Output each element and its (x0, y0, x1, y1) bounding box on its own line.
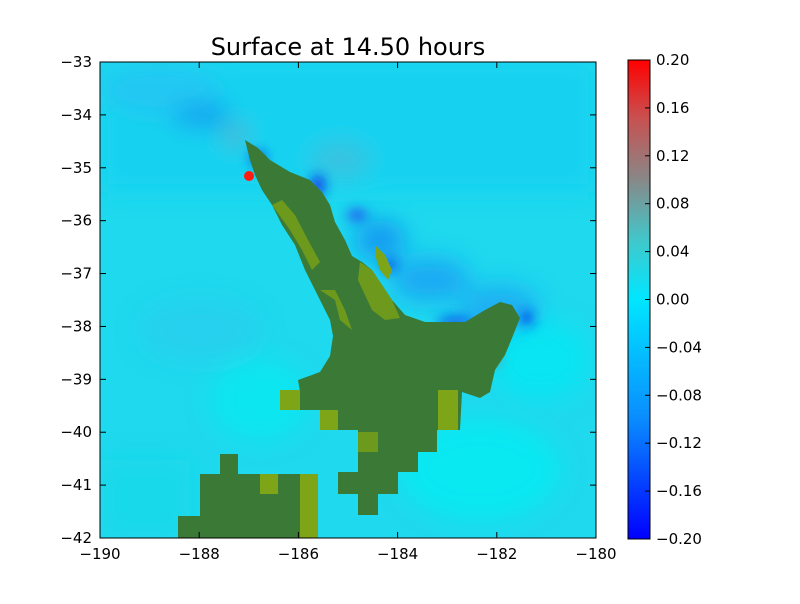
colorbar-tick-label: −0.12 (656, 434, 702, 452)
y-tick-label: −34 (60, 106, 92, 124)
colorbar-tick-label: −0.20 (656, 530, 702, 548)
y-tick-label: −39 (60, 370, 92, 388)
land-south-island (178, 454, 318, 538)
x-tick-label: −180 (575, 545, 616, 563)
colorbar-tick-label: 0.12 (656, 147, 689, 165)
x-tick-label: −182 (476, 545, 517, 563)
colorbar-tick-label: 0.20 (656, 51, 689, 69)
y-tick-label: −35 (60, 159, 92, 177)
y-tick-label: −42 (60, 529, 92, 547)
y-tick-label: −37 (60, 265, 92, 283)
x-axis: −190 −188 −186 −184 −182 −180 (79, 62, 617, 563)
colorbar-tick-label: 0.00 (656, 291, 689, 309)
y-tick-label: −38 (60, 317, 92, 335)
y-tick-label: −36 (60, 212, 92, 230)
colorbar-tick-label: −0.16 (656, 482, 702, 500)
colorbar-tick-label: 0.04 (656, 243, 689, 261)
y-axis: −33 −34 −35 −36 −37 −38 −39 −40 −41 −42 (60, 53, 596, 547)
y-tick-label: −33 (60, 53, 92, 71)
high-anomaly-spot (244, 171, 254, 181)
x-tick-label: −190 (79, 545, 120, 563)
land-north-island (245, 140, 520, 515)
sea-texture (100, 62, 596, 538)
y-tick-label: −41 (60, 476, 92, 494)
colorbar-tick-label: 0.08 (656, 195, 689, 213)
x-tick-label: −186 (278, 545, 319, 563)
y-tick-label: −40 (60, 423, 92, 441)
x-tick-label: −184 (377, 545, 418, 563)
chart-title: Surface at 14.50 hours (211, 33, 486, 61)
colorbar-axis: 0.20 0.16 0.12 0.08 0.04 0.00 −0.04 −0.08 −0.12 −… (645, 51, 702, 548)
x-tick-label: −188 (179, 545, 220, 563)
colorbar-tick-label: 0.16 (656, 99, 689, 117)
colorbar-tick-label: −0.08 (656, 386, 702, 404)
plot-area (100, 62, 596, 538)
plot-frame (99, 61, 597, 539)
colorbar-tick-label: −0.04 (656, 338, 702, 356)
